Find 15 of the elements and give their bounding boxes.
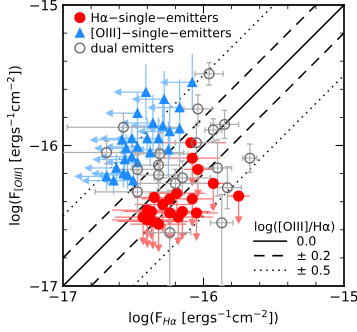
legend-title: log([OIII]/Hα): [255, 221, 334, 234]
legend-label: ± 0.5: [298, 265, 330, 275]
x-axis-title: log(F$_{Hα}$ [ergs$^{−1}$cm$^{−2}$]): [129, 310, 278, 326]
legend-label: [OIII]−single−emitters: [92, 28, 231, 40]
y-tick-label: −15: [30, 0, 57, 10]
legend-label: ± 0.2: [298, 250, 330, 260]
x-tick-label: −15: [330, 291, 357, 302]
legend-label: 0.0: [297, 236, 316, 246]
x-tick-label: −16: [190, 291, 218, 302]
legend-label: Hα−single−emitters: [92, 12, 218, 25]
y-tick-label: −16: [30, 140, 58, 151]
x-tick-label: −17: [50, 291, 76, 302]
y-tick-label: −17: [30, 281, 57, 292]
legend-label: dual emitters: [91, 42, 174, 53]
y-axis-title: log(F$_{[OIII]}$ [ergs$^{−1}$cm$^{−2}$]): [7, 66, 24, 225]
